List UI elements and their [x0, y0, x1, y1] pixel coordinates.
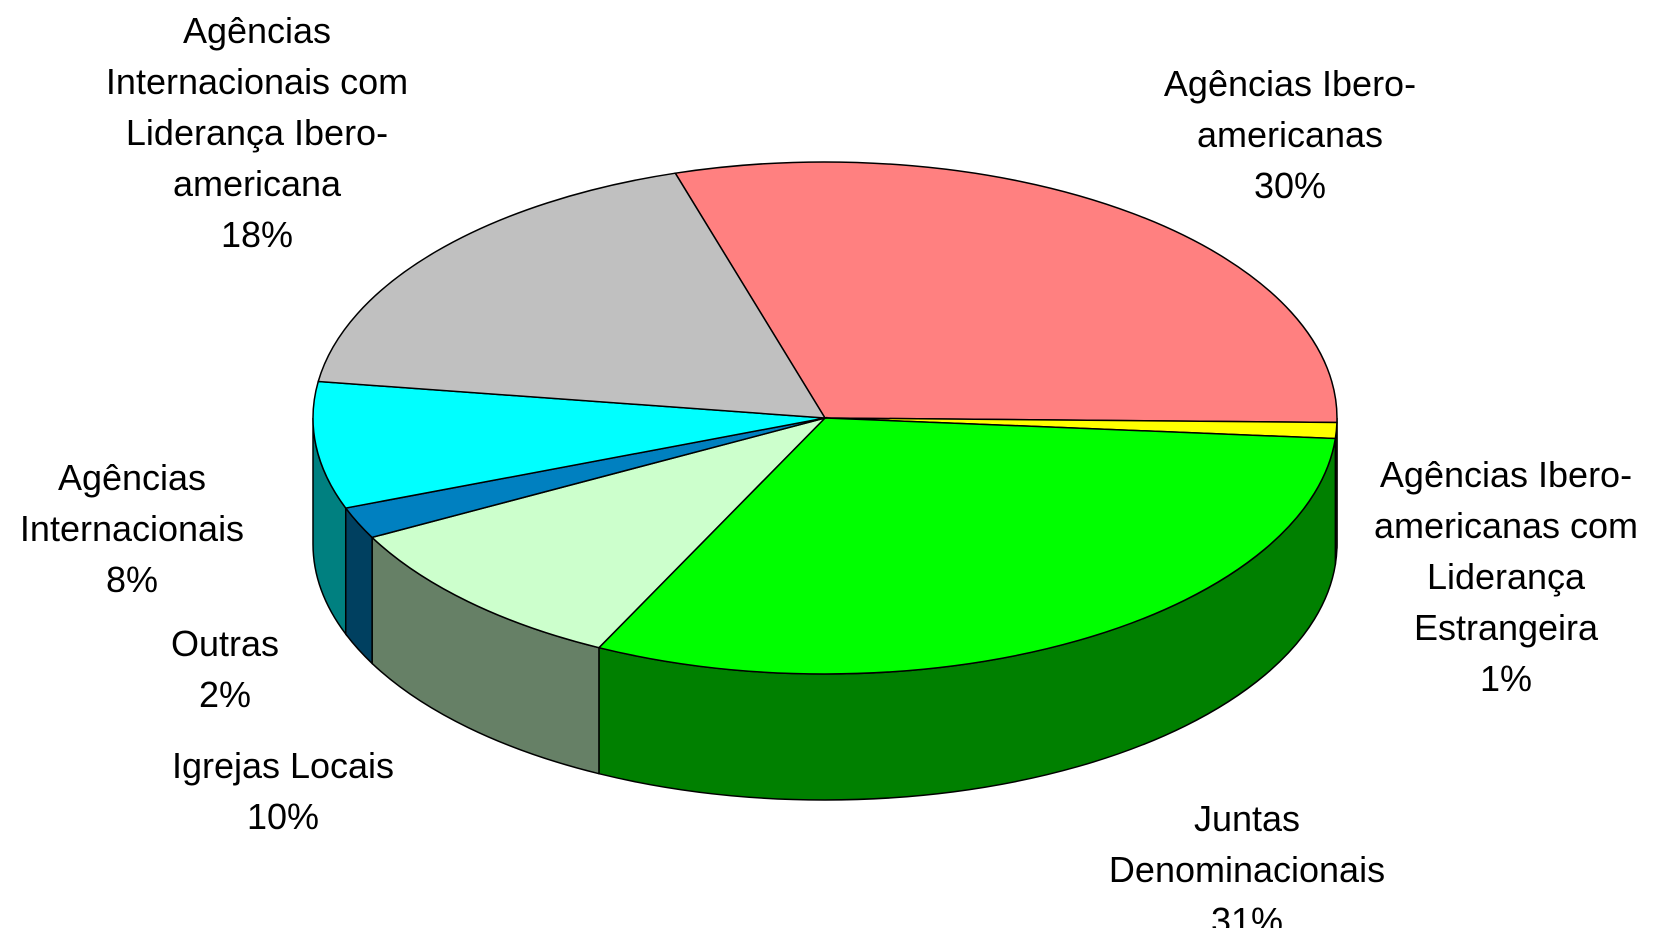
value-label: 8%	[105, 559, 159, 600]
pie-slice	[674, 161, 1338, 424]
slice-label: Agências Ibero-americanas 30%	[1130, 58, 1450, 211]
slice-label: Igrejas Locais 10%	[133, 740, 433, 842]
category-label: Agências Internacionais	[19, 457, 245, 549]
pie-slice	[317, 172, 827, 419]
slice-label: Juntas Denominacionais 31%	[1082, 793, 1412, 928]
value-label: 31%	[1210, 900, 1284, 928]
slice-label: Agências Internacionais 8%	[2, 452, 262, 605]
category-label: Outras	[170, 623, 280, 664]
slice-label: Agências Internacionais com Liderança Ib…	[77, 5, 437, 260]
value-label: 18%	[220, 214, 294, 255]
value-label: 30%	[1253, 165, 1327, 206]
value-label: 10%	[246, 796, 320, 837]
value-label: 1%	[1479, 658, 1533, 699]
category-label: Agências Ibero-americanas	[1163, 63, 1417, 155]
pie-slice	[312, 380, 826, 509]
slice-label: Outras 2%	[125, 618, 325, 720]
pie-slice	[370, 416, 828, 649]
value-label: 2%	[198, 674, 252, 715]
category-label: Igrejas Locais	[171, 745, 395, 786]
pie-slice	[597, 417, 1337, 675]
category-label: Juntas Denominacionais	[1108, 798, 1386, 890]
slice-label: Agências Ibero-americanas com Liderança …	[1351, 449, 1658, 704]
category-label: Agências Ibero-americanas com Liderança …	[1373, 454, 1639, 648]
category-label: Agências Internacionais com Liderança Ib…	[105, 10, 409, 204]
